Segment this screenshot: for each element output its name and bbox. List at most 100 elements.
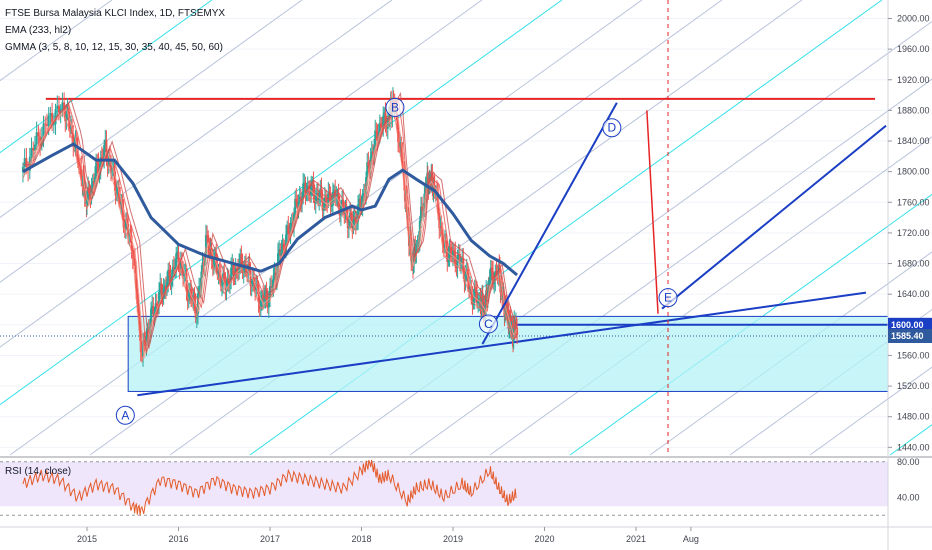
candle-body — [400, 143, 403, 153]
candle-body — [61, 102, 64, 109]
price-tick-9: 1640.00 — [897, 289, 930, 299]
candle-body — [241, 264, 244, 274]
annotation-c[interactable]: C — [478, 314, 498, 334]
price-tick-4: 1840.00 — [897, 136, 930, 146]
price-badge-last: 1585.40 — [888, 328, 932, 343]
candle-body — [430, 172, 433, 184]
candle-body — [256, 284, 259, 286]
price-tick-6: 1760.00 — [897, 197, 930, 207]
candle-body — [446, 248, 449, 262]
candle-body — [212, 259, 215, 268]
candle-body — [509, 316, 512, 320]
candle-body — [481, 295, 484, 309]
candle-body — [158, 291, 161, 307]
candle-body — [191, 297, 194, 301]
diagonal-line-16 — [809, 366, 932, 456]
candle-body — [91, 181, 94, 189]
annotation-e[interactable]: E — [658, 288, 678, 308]
candle-body — [236, 268, 239, 274]
candle-body — [350, 212, 353, 219]
time-tick-0: 2015 — [77, 534, 97, 544]
candle-body — [479, 298, 482, 309]
annotation-a[interactable]: A — [115, 405, 135, 425]
candle-body — [264, 290, 267, 299]
projection-arrow-c-d[interactable] — [481, 102, 618, 345]
candle-body — [49, 113, 52, 116]
candle-body — [33, 144, 36, 151]
candle-body — [216, 264, 219, 275]
candle-body — [130, 235, 133, 251]
candle-body — [302, 183, 305, 199]
candle-body — [323, 197, 326, 207]
candle-body — [154, 303, 157, 313]
price-tick-13: 1480.00 — [897, 412, 930, 422]
candle-body — [289, 222, 292, 234]
candle-body — [496, 273, 499, 276]
diagonal-line-5 — [0, 0, 563, 406]
candle-body — [505, 303, 508, 311]
candle-body — [263, 298, 266, 302]
candle-body — [506, 308, 509, 315]
candle-body — [231, 263, 234, 268]
time-tick-1: 2016 — [168, 534, 188, 544]
candle-body — [240, 254, 243, 265]
candle-body — [164, 285, 167, 291]
candle-body — [76, 147, 79, 163]
candle-body — [415, 245, 418, 253]
candle-body — [273, 272, 276, 276]
candle-body — [410, 248, 413, 262]
candle-body — [211, 258, 214, 268]
candle-body — [442, 242, 445, 248]
candle-body — [52, 124, 55, 126]
candle-body — [227, 278, 230, 284]
time-tick-4: 2019 — [443, 534, 463, 544]
annotation-d[interactable]: D — [602, 118, 622, 138]
annotation-b[interactable]: B — [385, 97, 405, 117]
candle-body — [437, 192, 440, 213]
candle-body — [472, 299, 475, 305]
candle-body — [87, 187, 90, 200]
candle-body — [235, 268, 238, 270]
candle-body — [190, 288, 193, 298]
rsi-axis[interactable]: 80.00 40.00 — [897, 457, 920, 503]
candle-body — [485, 290, 488, 297]
candle-body — [430, 172, 433, 175]
candle-body — [99, 157, 102, 169]
price-tick-2: 1920.00 — [897, 75, 930, 85]
candle-body — [431, 174, 434, 190]
indicator-ema-label[interactable]: EMA (233, hl2) — [5, 25, 72, 36]
price-axis[interactable]: 2000.00 1960.00 1920.00 1880.00 1840.00 1800.… — [888, 13, 930, 452]
candle-body — [384, 112, 387, 126]
candle-body — [114, 180, 117, 196]
candle-body — [94, 176, 97, 185]
candle-body — [404, 194, 407, 202]
candle-body — [290, 222, 293, 224]
candle-body — [343, 209, 346, 214]
indicator-gmma-label[interactable]: GMMA (3, 5, 8, 10, 12, 15, 30, 35, 40, 4… — [5, 42, 223, 53]
candle-body — [96, 161, 99, 164]
candle-body — [476, 292, 479, 304]
candle-body — [401, 152, 404, 167]
trendline-a-e[interactable] — [137, 291, 867, 397]
candle-body — [254, 283, 257, 291]
candle-body — [220, 283, 223, 287]
projection-arrow-d-e[interactable] — [646, 110, 659, 314]
candle-body — [357, 204, 360, 222]
candle-body — [132, 258, 135, 260]
candle-body — [201, 262, 204, 272]
time-axis[interactable]: 2015 2016 2017 2018 2019 2020 2021 Aug — [77, 527, 699, 544]
rsi-label[interactable]: RSI (14, close) — [5, 466, 72, 477]
candle-body — [37, 132, 40, 137]
candle-body — [135, 265, 138, 289]
candle-body — [344, 208, 347, 214]
candle-body — [513, 320, 516, 329]
candle-body — [313, 194, 316, 204]
chart-title[interactable]: FTSE Bursa Malaysia KLCI Index, 1D, FTSE… — [5, 8, 226, 19]
candle-body — [473, 287, 476, 300]
candle-body — [414, 246, 417, 256]
candle-body — [176, 251, 179, 254]
candle-body — [450, 251, 453, 258]
projection-line-e-up[interactable] — [661, 124, 887, 310]
candle-body — [86, 199, 88, 207]
